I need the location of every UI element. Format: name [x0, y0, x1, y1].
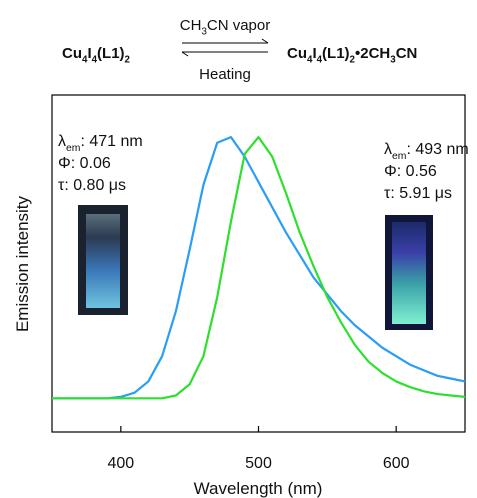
text-part: CN [396, 45, 418, 62]
y-axis-label: Emission intensity [13, 195, 32, 332]
x-tick-label: 400 [107, 455, 134, 472]
cuvette-photo-left [78, 205, 128, 315]
text-part: Cu [62, 45, 82, 62]
reactant-label: Cu4I4(L1)2 [62, 45, 131, 66]
text-part: Φ: 0.56 [384, 163, 437, 180]
subscript: em [66, 143, 80, 154]
text-part: CH [180, 17, 202, 34]
annotation-line: Φ: 0.56 [384, 163, 437, 180]
text-part: τ: 0.80 μs [58, 177, 126, 194]
text-part: CN vapor [207, 17, 270, 34]
subscript: 2 [125, 55, 131, 66]
reverse-condition: Heating [199, 66, 251, 83]
x-axis-label: Wavelength (nm) [194, 479, 323, 498]
text-part: τ: 5.91 μs [384, 185, 452, 202]
x-tick-label: 500 [245, 455, 272, 472]
annotation-line: Φ: 0.06 [58, 155, 111, 172]
text-part: (L1) [322, 45, 350, 62]
text-part: : 493 nm [406, 141, 468, 158]
annotation-line: τ: 5.91 μs [384, 185, 452, 202]
text-part: : 471 nm [80, 133, 142, 150]
figure: Cu4I4(L1)2 CH3CN vapor Heating Cu4I4(L1)2•2… [0, 0, 477, 498]
subscript: em [392, 151, 406, 162]
text-part: λ [58, 133, 66, 150]
product-label: Cu4I4(L1)2•2CH3CN [287, 45, 417, 66]
text-part: •2CH [355, 45, 390, 62]
page: {"chart_data": { "type": "line", "reacti… [0, 0, 477, 498]
annotation-line: λem: 493 nm [384, 141, 469, 162]
forward-condition: CH3CN vapor [180, 17, 270, 38]
annotation-line: τ: 0.80 μs [58, 177, 126, 194]
text-part: (L1) [97, 45, 125, 62]
text-part: Cu [287, 45, 307, 62]
x-tick-label: 600 [383, 455, 410, 472]
cuvette-photo-right [385, 215, 433, 330]
text-part: Φ: 0.06 [58, 155, 111, 172]
equilibrium-arrows [182, 39, 268, 56]
text-part: λ [384, 141, 392, 158]
annotation-line: λem: 471 nm [58, 133, 143, 154]
